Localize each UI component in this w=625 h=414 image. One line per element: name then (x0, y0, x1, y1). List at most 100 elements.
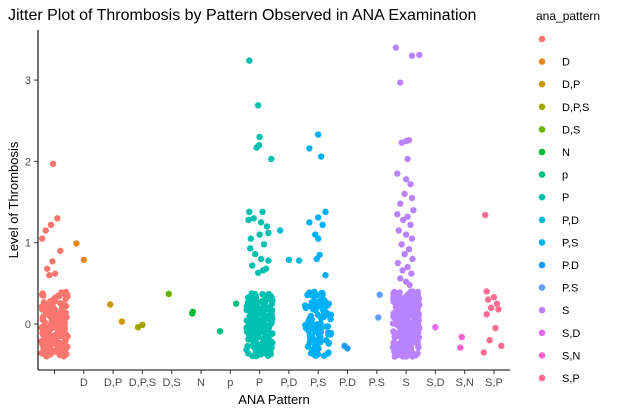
data-point (48, 313, 55, 320)
legend-title: ana_pattern (536, 9, 600, 23)
x-tick-label: P.D (339, 377, 356, 389)
data-point (323, 323, 330, 330)
data-point (414, 313, 421, 320)
data-point (396, 350, 404, 357)
points-layer (38, 44, 505, 360)
data-point (397, 79, 404, 86)
legend-key (538, 284, 546, 291)
data-point (61, 351, 69, 358)
data-point (249, 314, 257, 322)
data-point (406, 281, 413, 289)
legend-key (538, 374, 546, 382)
data-point (46, 332, 53, 340)
data-point (247, 235, 255, 242)
data-point (58, 306, 66, 314)
data-point (57, 300, 65, 307)
data-point (54, 215, 61, 222)
data-point (256, 133, 263, 141)
legend-label: P,D (562, 215, 579, 227)
data-point (42, 227, 49, 234)
x-tick-label: S,P (485, 377, 503, 389)
data-point (493, 300, 501, 307)
data-point (263, 315, 271, 322)
data-point (276, 227, 284, 234)
x-tick-label: P.S (369, 377, 385, 389)
data-point (262, 331, 270, 338)
data-point (252, 250, 259, 258)
data-point (392, 295, 400, 302)
data-point (257, 219, 265, 226)
data-point (61, 342, 68, 350)
data-point (260, 241, 268, 248)
data-point (403, 296, 410, 304)
legend-key (538, 352, 546, 359)
data-point (264, 291, 271, 299)
data-point (393, 307, 400, 315)
data-point (306, 219, 313, 226)
data-point (250, 215, 257, 222)
legend-label: D (562, 57, 570, 69)
chart-title: Jitter Plot of Thrombosis by Pattern Obs… (8, 7, 476, 24)
data-point (285, 256, 293, 263)
data-point (487, 304, 495, 311)
data-point (51, 270, 59, 277)
y-tick-label: 3 (25, 75, 31, 87)
data-point (243, 325, 250, 332)
data-point (267, 309, 274, 316)
data-point (49, 258, 56, 265)
data-point (486, 337, 493, 344)
x-tick-label: P,S (310, 377, 326, 389)
data-point (256, 329, 264, 336)
data-point (409, 255, 416, 263)
data-point (410, 206, 417, 214)
data-point (376, 291, 383, 298)
legend-label: S (562, 305, 569, 317)
legend-label: D,S (562, 124, 580, 136)
data-point (259, 208, 266, 216)
data-point (404, 213, 411, 220)
x-tick-label: D,P,S (129, 377, 156, 389)
data-point (322, 272, 329, 279)
data-point (405, 137, 413, 144)
data-point (324, 350, 331, 357)
data-point (402, 231, 410, 238)
data-point (118, 318, 126, 325)
data-point (414, 337, 421, 345)
legend-key (538, 148, 546, 156)
data-point (40, 331, 47, 339)
data-point (57, 327, 64, 334)
legend-key (538, 261, 546, 269)
data-point (257, 255, 265, 263)
data-point (399, 216, 407, 224)
legend-label: P.D (562, 260, 579, 272)
data-point (432, 324, 439, 331)
data-point (307, 312, 315, 320)
data-point (411, 327, 418, 334)
data-point (306, 145, 313, 152)
data-point (41, 350, 48, 357)
data-point (255, 344, 262, 352)
y-tick-label: 1 (25, 238, 31, 250)
data-point (402, 176, 410, 183)
data-point (59, 316, 66, 324)
data-point (49, 160, 57, 168)
data-point (406, 290, 413, 297)
data-point (318, 290, 325, 297)
data-point (492, 324, 499, 332)
legend-label: N (562, 147, 570, 159)
legend-key (538, 58, 546, 65)
data-point (254, 269, 262, 276)
data-point (407, 180, 414, 188)
data-point (106, 301, 114, 308)
data-point (263, 223, 271, 230)
data-point (304, 343, 312, 350)
data-point (397, 341, 405, 348)
data-point (253, 303, 260, 311)
data-point (398, 139, 405, 146)
data-point (254, 102, 262, 109)
data-point (405, 246, 413, 253)
data-point (394, 259, 402, 267)
data-point (38, 235, 46, 242)
data-point (252, 296, 260, 303)
data-point (483, 288, 490, 295)
